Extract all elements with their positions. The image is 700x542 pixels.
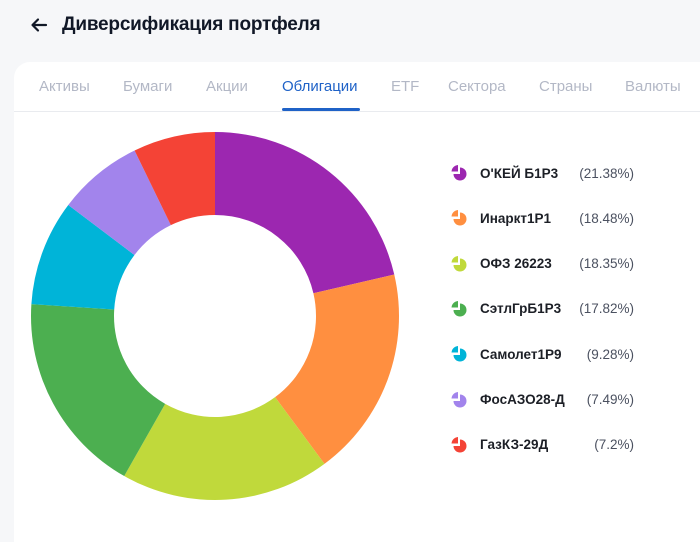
donut-segment[interactable] [124,397,325,500]
tab-currencies[interactable]: Валюты [625,78,681,95]
donut-segment[interactable] [31,204,135,310]
donut-segment[interactable] [134,132,215,226]
legend-label: СэтлГрБ1Р3 [480,301,562,317]
tab-etf[interactable]: ETF [391,78,420,95]
legend-item[interactable]: Инаркт1Р1 (18.48%) [450,208,650,228]
legend-label: ГазКЗ-29Д [480,437,549,453]
tab-sectors[interactable]: Сектора [448,78,506,95]
legend-percentage: (7.49%) [586,392,634,407]
tab-bonds[interactable]: Облигации [282,78,358,95]
legend-label: О'КЕЙ Б1Р3 [480,165,559,181]
legend-percentage: (17.82%) [579,301,634,317]
donut-segment[interactable] [68,150,171,256]
tab-securities[interactable]: Бумаги [123,78,173,95]
legend-item[interactable]: ФосАЗО28-Д (7.49%) [450,390,650,410]
legend-label: Самолет1Р9 [480,346,562,362]
donut-segment[interactable] [215,132,395,294]
pie-chart-icon [451,346,467,362]
legend-percentage: (21.38%) [579,165,634,181]
donut-chart [31,132,399,500]
legend-item[interactable]: СэтлГрБ1Р3 (17.82%) [450,299,650,319]
legend-item[interactable]: О'КЕЙ Б1Р3 (21.38%) [450,163,650,183]
legend-percentage: (9.28%) [586,346,634,362]
tab-bar: Активы Бумаги Акции Облигации ETF Сектор… [14,62,700,112]
active-tab-indicator [282,108,360,111]
donut-segment[interactable] [275,274,399,464]
pie-chart-icon [451,300,467,317]
legend-item[interactable]: ГазКЗ-29Д (7.2%) [450,435,650,455]
pie-chart-icon [451,255,467,272]
legend-label: ОФЗ 26223 [480,256,552,272]
pie-chart-icon [451,210,467,226]
legend-percentage: (18.35%) [579,256,634,272]
tab-assets[interactable]: Активы [39,78,90,95]
legend-item[interactable]: ОФЗ 26223 (18.35%) [450,254,650,274]
legend-label: Инаркт1Р1 [480,210,552,226]
page-title: Диверсификация портфеля [62,14,321,35]
pie-chart-icon [451,391,467,407]
donut-segment[interactable] [31,304,166,477]
pie-chart-icon [451,436,467,453]
page-header: Диверсификация портфеля [30,10,321,40]
tab-countries[interactable]: Страны [539,78,593,95]
arrow-left-icon[interactable] [30,15,50,35]
legend-percentage: (18.48%) [579,210,634,226]
legend-item[interactable]: Самолет1Р9 (9.28%) [450,344,650,364]
legend-label: ФосАЗО28-Д [480,392,565,407]
pie-chart-icon [451,165,467,181]
legend-percentage: (7.2%) [594,437,634,453]
tab-stocks[interactable]: Акции [206,78,248,95]
